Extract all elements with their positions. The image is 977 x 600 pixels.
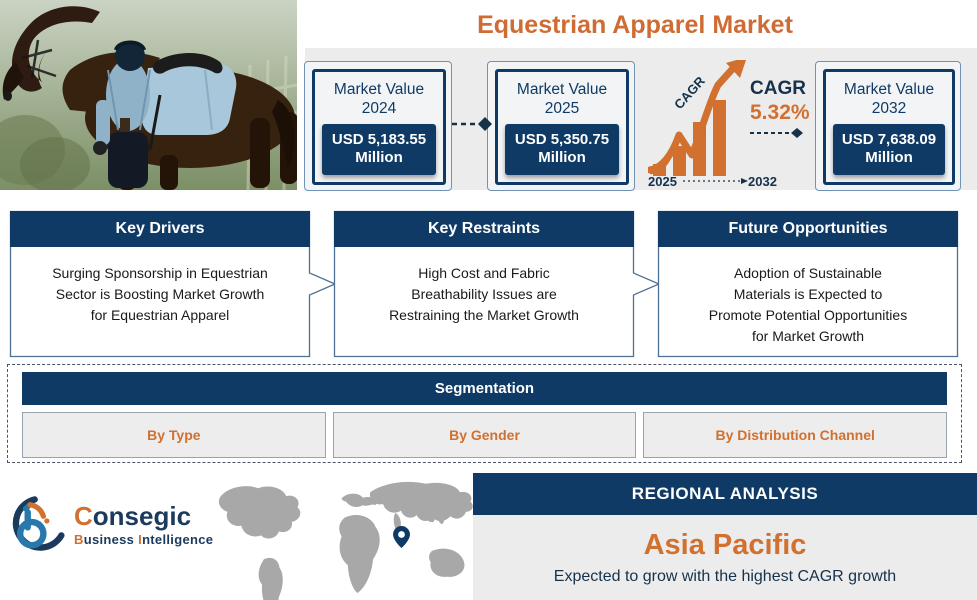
svg-text:CAGR: CAGR [671, 73, 708, 112]
svg-text:2025: 2025 [648, 174, 677, 189]
svg-text:2032: 2032 [748, 174, 777, 189]
